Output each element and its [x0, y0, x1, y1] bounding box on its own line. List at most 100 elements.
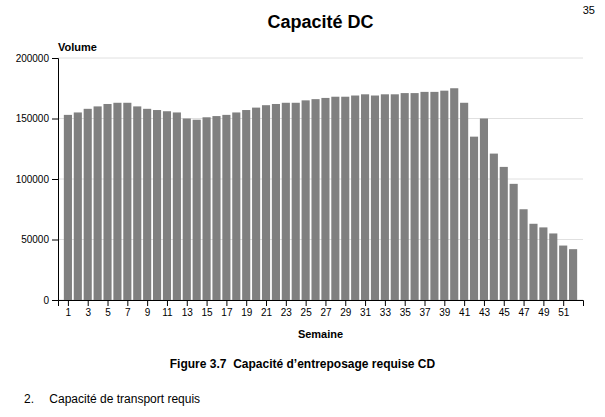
bar [381, 94, 389, 300]
bar [520, 209, 528, 300]
x-tick-label: 15 [202, 307, 214, 318]
bar [321, 98, 329, 300]
x-tick-label: 35 [400, 307, 412, 318]
y-tick: 0 [43, 295, 58, 306]
x-tick: 7 [125, 300, 131, 318]
bar [272, 104, 280, 300]
x-tick-mark [484, 300, 485, 306]
x-tick-mark [88, 300, 89, 306]
bar [133, 106, 141, 300]
x-tick: 15 [202, 300, 214, 318]
x-tick-mark [543, 300, 544, 306]
bar [64, 115, 72, 300]
y-axis: 050000100000150000200000 [16, 53, 59, 306]
x-tick: 49 [538, 300, 550, 318]
bar [103, 104, 111, 300]
y-tick-mark [52, 58, 58, 59]
x-tick-mark [405, 300, 406, 306]
x-tick-label: 51 [558, 307, 570, 318]
x-tick-label: 23 [281, 307, 293, 318]
bar [331, 97, 339, 300]
bar [549, 233, 557, 300]
bar [252, 108, 260, 300]
bar [193, 120, 201, 300]
bar [212, 116, 220, 300]
chart-container: 1357911131517192123252729313335373941434… [0, 0, 605, 417]
y-axis-label: Volume [58, 41, 97, 53]
x-tick: 41 [459, 300, 471, 318]
x-tick-mark [524, 300, 525, 306]
x-axis-line [59, 301, 584, 307]
page-number: 35 [583, 4, 595, 16]
x-tick-label: 9 [145, 307, 151, 318]
x-tick-label: 7 [125, 307, 131, 318]
bar [153, 110, 161, 300]
x-tick: 9 [145, 300, 151, 318]
bar [163, 111, 171, 300]
y-tick-mark [52, 300, 58, 301]
x-tick-mark [325, 300, 326, 306]
bar [222, 115, 230, 300]
x-tick: 19 [241, 300, 253, 318]
x-tick-label: 19 [241, 307, 253, 318]
x-tick: 13 [182, 300, 194, 318]
bar [311, 99, 319, 300]
y-tick: 50000 [21, 234, 58, 245]
bar [203, 117, 211, 300]
bar [411, 93, 419, 300]
x-tick-label: 33 [380, 307, 392, 318]
x-tick-label: 43 [479, 307, 491, 318]
x-tick: 39 [439, 300, 451, 318]
x-tick: 23 [281, 300, 293, 318]
x-tick: 11 [162, 300, 173, 318]
x-tick-mark [286, 300, 287, 306]
bar [510, 184, 518, 300]
y-axis-line [52, 59, 59, 301]
x-tick-mark [365, 300, 366, 306]
bar [183, 119, 191, 301]
x-tick-label: 49 [538, 307, 550, 318]
x-tick: 29 [340, 300, 352, 318]
bar [430, 92, 438, 300]
x-tick-mark [167, 300, 168, 306]
x-tick-mark [108, 300, 109, 306]
bar [490, 154, 498, 300]
y-tick: 200000 [16, 53, 58, 64]
y-tick-label: 50000 [21, 234, 49, 245]
bar [361, 94, 369, 300]
x-tick: 31 [360, 300, 372, 318]
x-tick-label: 29 [340, 307, 352, 318]
x-tick: 37 [419, 300, 431, 318]
x-tick: 21 [261, 300, 273, 318]
x-tick-mark [385, 300, 386, 306]
x-tick-label: 13 [182, 307, 194, 318]
bar [173, 112, 181, 300]
bar [113, 103, 121, 300]
bar [529, 224, 537, 300]
x-tick-mark [226, 300, 227, 306]
x-tick-label: 3 [85, 307, 91, 318]
x-tick-label: 39 [439, 307, 451, 318]
bar [450, 88, 458, 300]
bar [401, 93, 409, 300]
x-tick-label: 25 [301, 307, 313, 318]
y-tick-label: 100000 [16, 174, 50, 185]
y-tick: 100000 [16, 174, 58, 185]
x-tick-label: 37 [419, 307, 431, 318]
x-tick-mark [306, 300, 307, 306]
chart-svg: 1357911131517192123252729313335373941434… [0, 0, 605, 417]
x-tick-mark [563, 300, 564, 306]
subtitle: 2. Capacité de transport requis [24, 392, 200, 406]
bar [232, 112, 240, 300]
bar [84, 109, 92, 300]
bars [64, 88, 577, 300]
x-tick: 27 [320, 300, 332, 318]
x-axis-label: Semaine [298, 328, 343, 340]
x-tick: 33 [380, 300, 392, 318]
x-tick: 45 [499, 300, 511, 318]
plot-area: 1357911131517192123252729313335373941434… [16, 53, 584, 318]
x-tick-mark [504, 300, 505, 306]
x-tick: 25 [301, 300, 313, 318]
x-tick-mark [207, 300, 208, 306]
y-tick-mark [52, 179, 58, 180]
